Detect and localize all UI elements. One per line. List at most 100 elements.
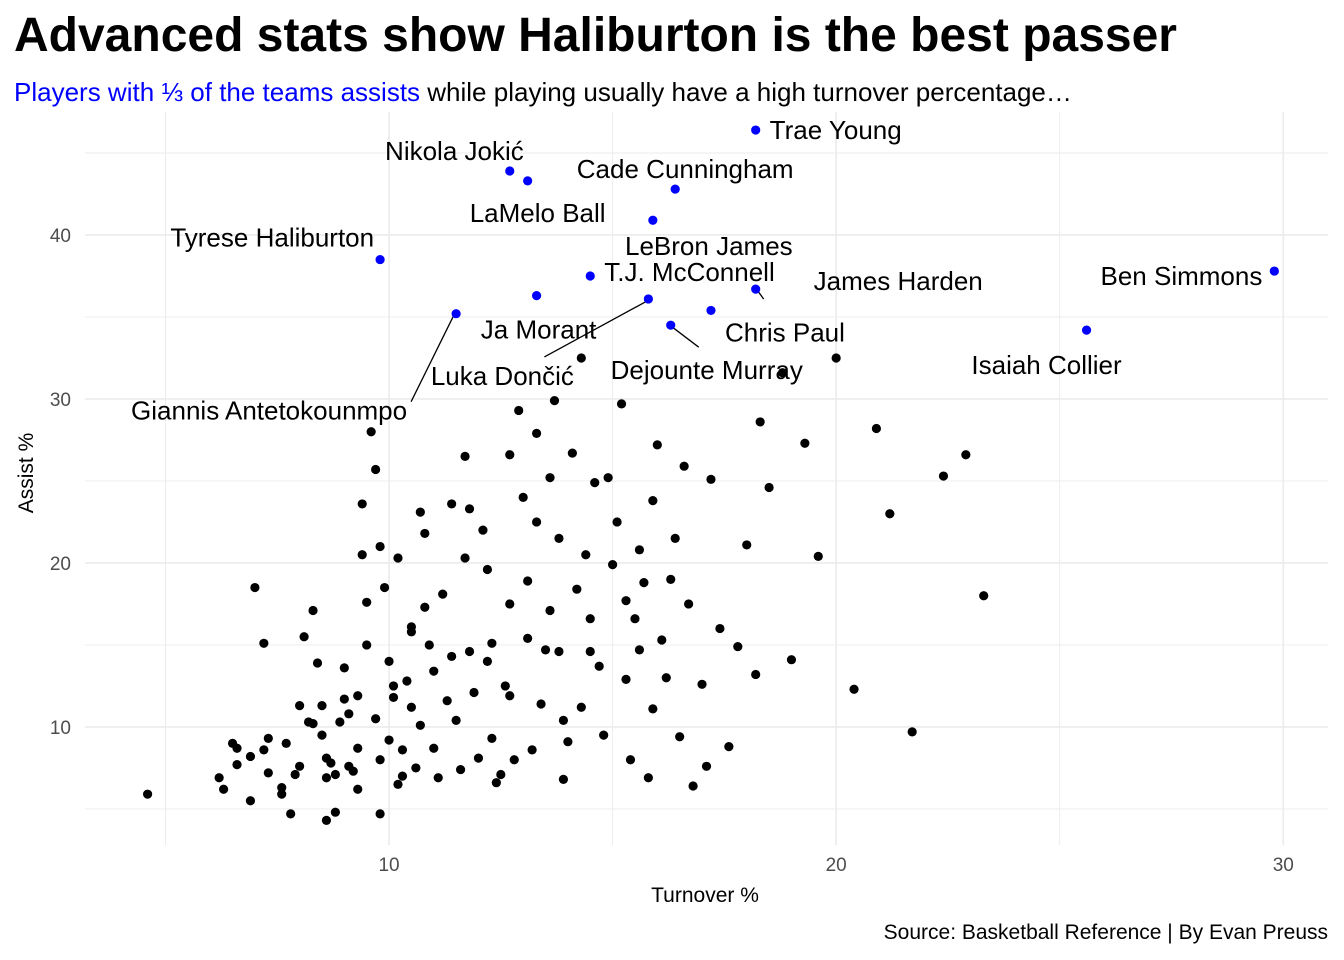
player-point	[675, 732, 685, 742]
y-tick-label: 30	[50, 390, 71, 411]
player-point	[286, 809, 296, 819]
highlighted-player-point	[531, 291, 542, 301]
highlighted-player-point	[751, 284, 761, 294]
player-point	[670, 533, 680, 543]
player-point	[697, 679, 707, 689]
player-point	[482, 656, 493, 666]
player-point	[545, 605, 555, 616]
player-point	[232, 760, 242, 770]
x-tick-label: 30	[1273, 855, 1294, 876]
player-point	[585, 646, 595, 657]
player-label: Giannis Antetokounmpo	[131, 396, 407, 426]
player-label: LaMelo Ball	[470, 198, 606, 228]
player-label: T.J. McConnell	[604, 257, 775, 287]
player-point	[464, 504, 475, 514]
player-point	[478, 525, 488, 535]
player-point	[326, 758, 336, 768]
label-connector	[673, 327, 700, 348]
highlighted-player-point	[648, 215, 658, 225]
player-point	[755, 417, 765, 427]
label-connector	[410, 316, 454, 402]
player-point	[357, 499, 367, 509]
highlighted-player-point	[670, 184, 680, 194]
player-point	[764, 482, 774, 493]
player-point	[415, 507, 425, 517]
player-label: Chris Paul	[725, 317, 845, 347]
player-point	[451, 715, 461, 725]
player-point	[375, 755, 385, 765]
player-point	[348, 766, 358, 776]
player-point	[371, 464, 381, 475]
player-point	[406, 627, 416, 637]
player-point	[813, 551, 823, 561]
player-label: James Harden	[814, 266, 983, 296]
player-point	[308, 719, 318, 729]
player-label: Luka Dončić	[431, 361, 574, 391]
highlighted-player-point	[751, 125, 761, 135]
player-label: Trae Young	[770, 115, 902, 145]
player-point	[353, 784, 363, 794]
player-point	[344, 709, 354, 719]
player-point	[411, 763, 421, 773]
player-point	[330, 807, 340, 817]
player-point	[482, 564, 493, 575]
player-point	[648, 496, 658, 506]
player-point	[567, 448, 577, 458]
highlighted-player-point	[375, 254, 385, 265]
player-point	[447, 499, 457, 509]
player-point	[219, 784, 229, 794]
highlighted-player-point	[643, 294, 653, 304]
player-point	[455, 764, 466, 775]
player-label: LeBron James	[625, 231, 793, 261]
player-point	[460, 553, 470, 563]
player-point	[460, 451, 470, 461]
player-point	[321, 815, 332, 826]
player-point	[317, 701, 327, 711]
player-point	[469, 687, 479, 698]
player-point	[317, 730, 327, 740]
player-point	[500, 681, 510, 691]
player-point	[245, 751, 256, 762]
player-point	[232, 743, 242, 753]
player-point	[429, 743, 439, 753]
player-point	[554, 533, 564, 543]
player-point	[581, 550, 591, 560]
player-point	[831, 353, 841, 363]
highlighted-player-point	[666, 320, 676, 330]
player-point	[384, 735, 394, 745]
label-connector	[544, 301, 646, 358]
player-point	[961, 450, 971, 460]
player-point	[590, 477, 600, 488]
player-point	[371, 714, 381, 724]
player-point	[679, 461, 689, 471]
player-label: Cade Cunningham	[577, 154, 794, 184]
player-point	[652, 440, 662, 450]
player-point	[634, 645, 645, 655]
label-connectors	[410, 291, 765, 402]
player-point	[487, 733, 497, 744]
player-point	[142, 789, 153, 799]
player-point	[384, 656, 394, 666]
subtitle-highlight: Players with ⅓ of the teams assists	[14, 77, 421, 107]
player-point	[393, 553, 403, 563]
x-axis-title: Turnover %	[651, 884, 759, 907]
player-point	[871, 423, 882, 434]
player-point	[554, 646, 564, 657]
player-point	[621, 674, 631, 684]
player-point	[438, 589, 448, 599]
player-point	[657, 635, 667, 645]
player-label: Tyrese Haliburton	[170, 223, 374, 253]
player-point	[505, 599, 515, 609]
player-point	[514, 405, 524, 416]
highlighted-player-point	[585, 271, 595, 281]
player-point	[549, 396, 560, 406]
player-point	[393, 779, 403, 789]
player-point	[540, 645, 551, 655]
player-point	[330, 769, 340, 780]
player-point	[979, 591, 989, 601]
player-point	[433, 773, 443, 783]
player-point	[353, 691, 363, 701]
player-point	[473, 753, 484, 763]
player-point	[442, 696, 452, 706]
player-point	[415, 720, 425, 730]
